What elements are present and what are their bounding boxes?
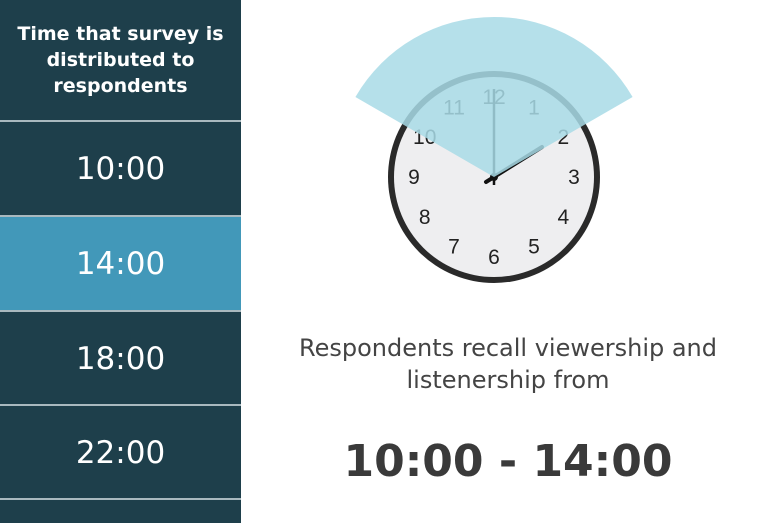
time-sidebar: Time that survey is distributed to respo…: [0, 0, 241, 523]
clock-number: 9: [408, 166, 420, 189]
sidebar-row-extra: [0, 498, 241, 525]
time-option-2200[interactable]: 22:00: [0, 404, 241, 499]
recall-time-range: 10:00 - 14:00: [343, 436, 673, 487]
clock-number: 3: [568, 166, 580, 189]
clock-number: 2: [557, 126, 569, 149]
clock-number: 8: [419, 206, 431, 229]
clock-number: 5: [528, 235, 540, 258]
clock-number: 6: [488, 246, 500, 269]
recall-description: Respondents recall viewership and listen…: [298, 334, 718, 394]
clock-number: 4: [557, 206, 569, 229]
time-option-1800[interactable]: 18:00: [0, 310, 241, 405]
recall-period-wedge: [355, 16, 633, 177]
sidebar-header: Time that survey is distributed to respo…: [17, 23, 224, 97]
time-option-1400[interactable]: 14:00: [0, 215, 241, 310]
clock-illustration: 121234567891011: [355, 16, 633, 283]
clock-number: 7: [448, 235, 460, 258]
time-option-1000[interactable]: 10:00: [0, 120, 241, 215]
